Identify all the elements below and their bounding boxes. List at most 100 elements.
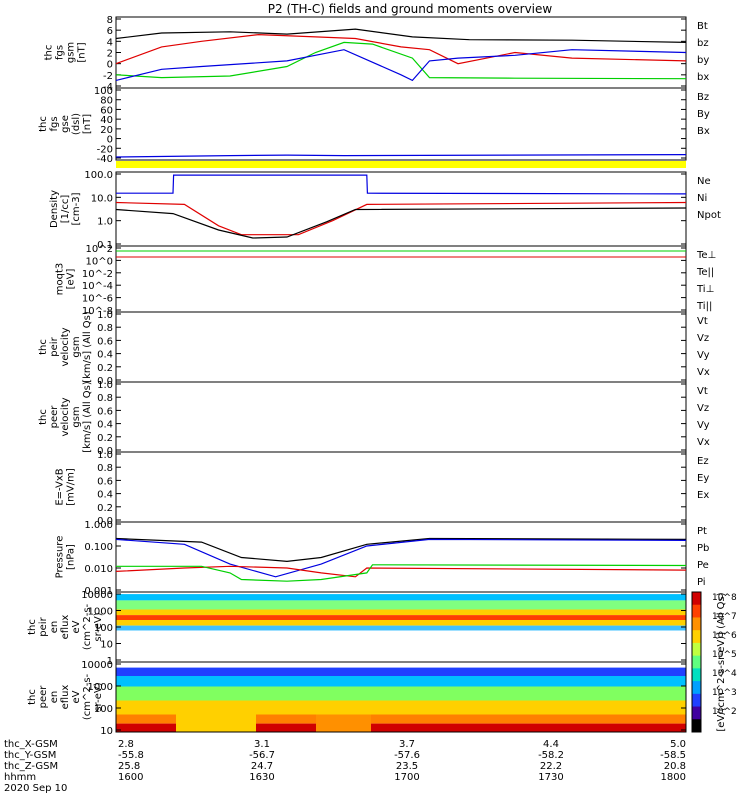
series-line-bz: [115, 33, 687, 65]
y-tick-label: 0.0: [97, 446, 113, 457]
colorbar-label: [eV/(cm^2-s-sr-eV)] (All Qs): [716, 592, 727, 731]
heatmap-band: [116, 615, 686, 620]
heatmap-band: [116, 667, 686, 676]
y-tick-label: 4: [107, 37, 113, 48]
y-axis-label: gsm: [71, 336, 82, 357]
series-label-Vx: Vx: [697, 437, 710, 448]
y-tick-label: 100: [94, 704, 113, 715]
y-axis-label: thc: [27, 619, 38, 635]
colorbar-swatch: [692, 719, 701, 733]
series-label-Vt: Vt: [697, 316, 708, 327]
y-tick-label: 10^-8: [82, 306, 113, 317]
y-tick-label: 1000: [88, 682, 113, 693]
x-tick-hhmm: 1700: [394, 772, 419, 783]
colorbar-swatch: [692, 630, 701, 644]
x-tick-y: -58.2: [538, 750, 564, 761]
y-axis-label: eV: [71, 690, 82, 703]
y-axis-label: [nT]: [82, 114, 93, 134]
colorbar-tick-label: 10^5: [712, 650, 737, 660]
heatmap-band: [116, 594, 686, 601]
colorbar-tick-label: 10^7: [712, 612, 737, 622]
series-line-bx: [115, 49, 687, 82]
y-tick-label: 10^-4: [82, 281, 113, 292]
panel-4: 10^210^0 10^-210^-4 10^-610^-8 moqt3 [eV] Te⊥…: [55, 244, 717, 317]
colorbar-tick-label: 10^3: [712, 688, 737, 698]
colorbar-swatch: [692, 604, 701, 618]
series-label-Vz: Vz: [697, 333, 709, 344]
y-tick-label: 0.010: [84, 564, 113, 575]
series-label-Ey: Ey: [697, 473, 709, 484]
y-axis-label: peir: [38, 616, 49, 636]
panel-frame: [115, 87, 687, 161]
y-tick-label: 1.0: [97, 450, 113, 461]
x-tick-z: 20.8: [664, 761, 686, 772]
y-tick-label: 0.001: [84, 586, 113, 597]
y-tick-label: 0.2: [97, 433, 113, 444]
x-tick-x: 3.7: [399, 739, 415, 750]
colorbar-swatch: [692, 617, 701, 631]
y-axis-label: [nPa]: [66, 544, 77, 570]
series-label-Bx: Bx: [697, 126, 710, 137]
panel-10: 10000 1000 100 10 thc peer en eflux eV (cm^2-s-sr…: [27, 660, 687, 737]
colorbar-swatch: [692, 681, 701, 695]
x-row-label: thc_Z-GSM: [4, 761, 58, 772]
panel-7: 1.0 0.8 0.6 0.4 0.2 0.0 E=-VxB [mV/m] Ez Ey Ex: [55, 450, 710, 527]
colorbar-tick-label: 10^6: [712, 631, 737, 641]
y-axis-label: [km/s] (All Qs): [82, 381, 93, 453]
y-axis-label: eV: [71, 620, 82, 633]
panel-frame: [115, 16, 687, 89]
y-tick-label: 0: [107, 135, 113, 146]
y-tick-label: 0.1: [97, 240, 113, 251]
colorbar-frame: [691, 591, 702, 733]
colorbar-swatch: [692, 655, 701, 669]
heatmap-band: [116, 625, 686, 631]
y-tick-label: -2: [103, 71, 113, 82]
y-tick-label: 1.000: [84, 520, 113, 531]
x-tick-z: 25.8: [118, 761, 140, 772]
y-axis-label: thc: [38, 339, 49, 355]
y-tick-label: 10^-6: [82, 294, 113, 305]
y-axis-label: fgs: [55, 45, 66, 60]
series-label-Te||: Te||: [696, 267, 714, 278]
y-tick-label: 0.8: [97, 463, 113, 474]
heatmap-band: [116, 714, 686, 724]
heatmap-band: [116, 620, 686, 626]
heatmap-band: [116, 723, 686, 732]
x-tick-x: 2.8: [118, 739, 134, 750]
y-tick-label: 1.0: [97, 380, 113, 391]
y-axis-label: [nT]: [77, 42, 88, 62]
y-tick-label: 10.0: [91, 193, 113, 204]
series-label-By: By: [697, 109, 710, 120]
y-axis-label: peir: [49, 336, 60, 356]
y-axis-label: gsm: [71, 406, 82, 427]
series-line-by: [115, 41, 687, 80]
x-tick-y: -58.5: [660, 750, 686, 761]
series-line-Bx: [115, 154, 687, 158]
y-tick-label: 0.8: [97, 393, 113, 404]
y-tick-label: 10^2: [86, 244, 113, 255]
plot-title: P2 (TH-C) fields and ground moments over…: [268, 2, 553, 16]
y-tick-label: 20: [100, 125, 113, 136]
colorbar-tick-label: 10^2: [712, 707, 737, 717]
y-axis-label: [1/cc]: [60, 195, 71, 224]
colorbar-swatch: [692, 668, 701, 682]
y-axis-label: thc: [44, 45, 55, 61]
y-tick-label: 1.0: [97, 217, 113, 228]
y-tick-label: -20: [97, 144, 113, 155]
panel-frame: [115, 451, 687, 523]
series-line-Pt: [115, 537, 687, 563]
y-tick-label: 0.2: [97, 503, 113, 514]
y-tick-label: 0.100: [84, 542, 113, 553]
series-label-Ne: Ne: [697, 176, 711, 187]
series-label-Ex: Ex: [697, 490, 709, 501]
panel-frame: [115, 661, 687, 733]
x-tick-x: 5.0: [670, 739, 686, 750]
series-label-Pe: Pe: [697, 560, 709, 571]
series-label-Vy: Vy: [697, 420, 710, 431]
y-tick-label: 80: [100, 96, 113, 107]
y-axis-label: gsm: [66, 42, 77, 63]
series-label-bx: bx: [697, 72, 709, 83]
colorbar-tick-label: 10^4: [712, 669, 737, 679]
